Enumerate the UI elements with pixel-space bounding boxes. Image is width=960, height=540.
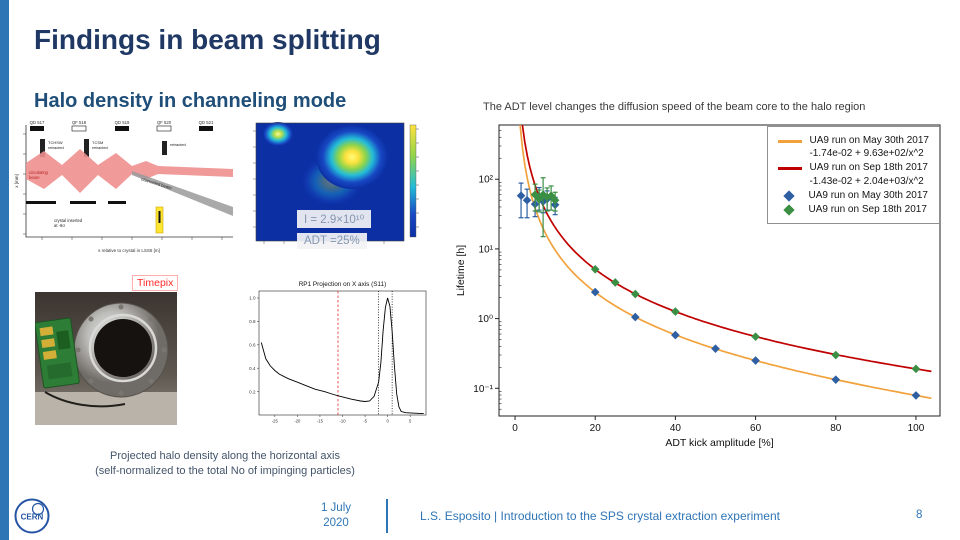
projection-figure: RP1 Projection on X axis (S11) 0.2 0.4 0.6 0…	[237, 277, 434, 433]
svg-text:10¹: 10¹	[479, 244, 494, 255]
legend-series2-name: UA9 run on Sep 18th 2017	[808, 203, 927, 215]
legend-fit1-name: UA9 run on May 30th 2017	[809, 135, 929, 146]
collimator-label-2b: retracted	[92, 145, 108, 150]
section-heading: Halo density in channeling mode	[34, 90, 347, 112]
detector-photo	[35, 292, 177, 425]
crystal-label-2: at -6σ	[54, 223, 65, 228]
svg-text:40: 40	[670, 423, 682, 434]
optics-figure: QD 517 QF 518 QD 519 QF 520 QD 521 TCHSW…	[12, 119, 237, 259]
footer-date-line1: 1 July	[320, 502, 352, 514]
svg-text:5: 5	[409, 419, 412, 424]
legend-entry-fit-red: UA9 run on Sep 18th 2017 -1.43e-02 + 2.0…	[778, 161, 929, 187]
collimator-label-1b: retracted	[48, 145, 64, 150]
blue-diamond-icon	[783, 190, 796, 202]
svg-text:ADT kick amplitude [%]: ADT kick amplitude [%]	[665, 437, 773, 449]
svg-text:-25: -25	[272, 419, 279, 424]
svg-text:0.2: 0.2	[249, 389, 256, 394]
magnet-label-1: QD 517	[30, 120, 45, 125]
figure-caption-line1: Projected halo density along the horizon…	[110, 450, 340, 462]
svg-text:-5: -5	[363, 419, 367, 424]
svg-text:10²: 10²	[479, 175, 494, 186]
cern-logo: CERN	[13, 497, 51, 535]
footer-credit: L.S. Esposito | Introduction to the SPS …	[420, 509, 780, 523]
svg-text:-10: -10	[339, 419, 346, 424]
footer-date: 1 July 2020	[296, 501, 376, 531]
timepix-label: Timepix	[132, 275, 179, 291]
legend-line-orange	[778, 140, 803, 143]
footer-divider	[386, 499, 388, 533]
circulating-beam-label-1: circulating	[29, 170, 49, 175]
annotation-adt: ADT =25%	[297, 233, 367, 249]
svg-text:1.0: 1.0	[249, 296, 256, 301]
magnet-label-4: QF 520	[157, 120, 172, 125]
magnet-label-2: QF 518	[72, 120, 87, 125]
legend-line-red	[778, 167, 803, 171]
left-accent-bar	[0, 0, 9, 540]
annotation-intensity: I = 2.9×10¹⁰	[297, 210, 372, 228]
svg-text:0.8: 0.8	[249, 319, 256, 324]
legend-series1-name: UA9 run on May 30th 2017	[808, 189, 928, 201]
footer-date-line2: 2020	[323, 516, 349, 529]
timepix-photo	[35, 292, 177, 425]
figure-caption-line2: (self-normalized to the total No of impi…	[95, 464, 355, 477]
svg-text:-20: -20	[294, 419, 301, 424]
svg-text:10⁰: 10⁰	[478, 314, 493, 325]
svg-text:60: 60	[750, 423, 762, 434]
magnet-label-3: QD 519	[115, 120, 130, 125]
lifetime-chart: UA9 run on May 30th 2017 -1.74e-02 + 9.6…	[452, 120, 948, 450]
green-diamond-icon	[783, 204, 796, 216]
legend-fit1-formula: -1.74e-02 + 9.63e+02/x^2	[809, 148, 924, 160]
svg-text:20: 20	[590, 423, 602, 434]
adt-caption: The ADT level changes the diffusion spee…	[483, 101, 866, 113]
magnet-label-5: QD 521	[199, 120, 214, 125]
optics-yaxis-label: x [mm]	[14, 174, 19, 188]
page-title: Findings in beam splitting	[34, 24, 381, 55]
svg-text:-15: -15	[317, 419, 324, 424]
legend-fit2-name: UA9 run on Sep 18th 2017	[809, 162, 928, 174]
svg-text:Lifetime [h]: Lifetime [h]	[455, 245, 467, 296]
cern-logo-text: CERN	[21, 513, 44, 522]
legend-entry-fit-orange: UA9 run on May 30th 2017 -1.74e-02 + 9.6…	[778, 134, 929, 160]
crystal-label-1: crystal inserted	[54, 218, 83, 223]
svg-text:80: 80	[830, 423, 842, 434]
chart-legend: UA9 run on May 30th 2017 -1.74e-02 + 9.6…	[767, 126, 940, 225]
page-number: 8	[916, 509, 923, 521]
collimator-label-2a: TCSM	[92, 140, 103, 145]
svg-text:0: 0	[386, 419, 389, 424]
circulating-beam-label-2: beam	[29, 175, 40, 180]
svg-text:0.6: 0.6	[249, 343, 256, 348]
legend-entry-green-points: UA9 run on Sep 18th 2017	[778, 203, 929, 216]
collimator-label-1a: TCHSW	[48, 140, 63, 145]
optics-plot: QD 517 QF 518 QD 519 QF 520 QD 521 TCHSW…	[12, 119, 237, 259]
svg-text:10⁻¹: 10⁻¹	[473, 384, 493, 395]
svg-text:100: 100	[908, 423, 925, 434]
optics-xaxis-label: s relative to crystal in LSS5 [m]	[98, 248, 160, 253]
svg-text:0.4: 0.4	[249, 366, 256, 371]
svg-text:RP1 Projection on X axis (S11): RP1 Projection on X axis (S11)	[299, 281, 387, 288]
svg-text:0: 0	[512, 423, 518, 434]
collimator-label-3: retracted	[170, 142, 186, 147]
legend-entry-blue-points: UA9 run on May 30th 2017	[778, 189, 929, 202]
legend-fit2-formula: -1.43e-02 + 2.04e+03/x^2	[809, 175, 924, 187]
figure-caption: Projected halo density along the horizon…	[30, 449, 420, 479]
heatmap-colorbar	[409, 124, 417, 238]
